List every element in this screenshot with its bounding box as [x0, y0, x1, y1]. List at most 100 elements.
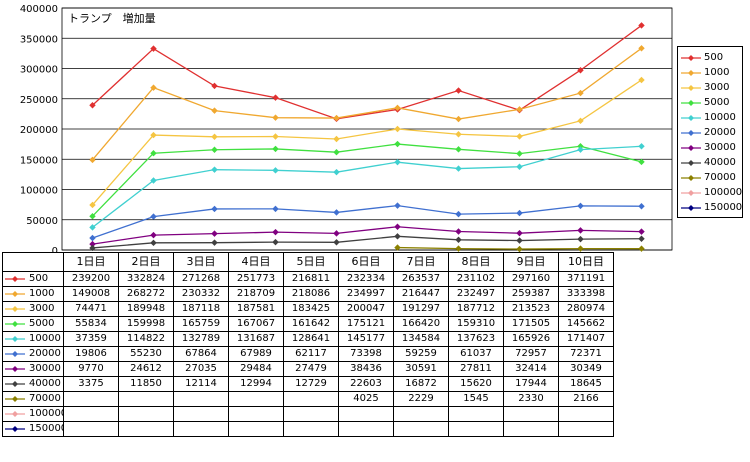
table-row-key: 3000 [2, 301, 64, 317]
data-point-70000-6 [394, 244, 401, 251]
data-point-500-10 [638, 22, 645, 29]
data-label: 2229 [393, 391, 449, 407]
table-row: 150000 [2, 421, 614, 437]
data-label: 67989 [228, 346, 284, 362]
legend-marker-icon [5, 336, 25, 342]
data-label: 2330 [503, 391, 559, 407]
series-line-30000 [92, 226, 642, 245]
data-label: 216447 [393, 286, 449, 302]
x-tick-label: 3日目 [173, 252, 229, 272]
data-label [503, 406, 559, 422]
chart-title: トランプ 増加量 [68, 12, 156, 25]
x-tick-label: 6日目 [338, 252, 394, 272]
data-label: 30349 [558, 361, 614, 377]
data-point-10000-6 [394, 158, 401, 166]
data-point-10000-7 [455, 165, 462, 172]
data-point-40000-9 [577, 235, 584, 243]
data-point-70000-9 [577, 245, 584, 252]
series-70000 [394, 244, 645, 252]
legend-label: 40000 [704, 157, 736, 168]
legend-item-3000: 3000 [680, 81, 742, 95]
data-label: 24612 [118, 361, 174, 377]
data-label: 27811 [448, 361, 504, 377]
data-point-5000-1 [89, 212, 96, 220]
series-3000 [89, 76, 645, 209]
legend-marker-icon [5, 396, 25, 402]
legend-marker-icon [681, 175, 701, 181]
legend-marker-icon [681, 130, 701, 136]
table-corner [2, 252, 64, 272]
series-40000 [89, 233, 645, 252]
data-label [448, 421, 504, 437]
x-tick-label: 2日目 [118, 252, 174, 272]
legend-marker-icon [5, 426, 25, 432]
table-row-label: 1000 [29, 288, 55, 299]
table-row-key: 5000 [2, 316, 64, 332]
legend-label: 5000 [704, 97, 730, 108]
y-tick-label: 300000 [20, 65, 58, 76]
data-label: 239200 [63, 271, 119, 287]
legend-marker-icon [681, 55, 701, 61]
data-label: 72957 [503, 346, 559, 362]
legend-marker-icon [681, 205, 701, 211]
table-row-key: 40000 [2, 376, 64, 392]
y-tick-label: 150000 [20, 155, 58, 166]
data-label: 189948 [118, 301, 174, 317]
data-label: 134584 [393, 331, 449, 347]
data-label: 213523 [503, 301, 559, 317]
data-label: 18645 [558, 376, 614, 392]
series-line-5000 [92, 143, 642, 217]
data-label: 332824 [118, 271, 174, 287]
data-label [448, 406, 504, 422]
data-label: 73398 [338, 346, 394, 362]
series-line-500 [92, 24, 642, 120]
data-label: 191297 [393, 301, 449, 317]
data-label: 268272 [118, 286, 174, 302]
legend-marker-icon [5, 321, 25, 327]
legend-marker-icon [681, 145, 701, 151]
table-row-key: 30000 [2, 361, 64, 377]
table-row: 20000 19806 55230 67864 67989 62117 73398 59259… [2, 346, 614, 362]
y-tick-label: 200000 [20, 125, 58, 136]
data-label [393, 421, 449, 437]
data-label: 165926 [503, 331, 559, 347]
data-point-3000-3 [211, 133, 218, 141]
data-label: 159310 [448, 316, 504, 332]
data-label: 114822 [118, 331, 174, 347]
table-row-key: 70000 [2, 391, 64, 407]
data-label: 166420 [393, 316, 449, 332]
data-label: 333398 [558, 286, 614, 302]
data-label: 230332 [173, 286, 229, 302]
data-label: 161642 [283, 316, 339, 332]
data-point-5000-2 [150, 149, 157, 157]
data-label: 2166 [558, 391, 614, 407]
data-label: 29484 [228, 361, 284, 377]
legend-marker-icon [5, 291, 25, 297]
table-row-label: 500 [29, 273, 49, 284]
legend-label: 70000 [704, 172, 736, 183]
data-label: 371191 [558, 271, 614, 287]
data-point-20000-7 [455, 210, 462, 218]
data-point-500-4 [272, 94, 279, 101]
data-label: 232334 [338, 271, 394, 287]
data-label: 67864 [173, 346, 229, 362]
data-label: 74471 [63, 301, 119, 317]
legend-label: 3000 [704, 82, 730, 93]
series-line-10000 [92, 145, 642, 228]
data-label [118, 391, 174, 407]
data-label: 9770 [63, 361, 119, 377]
data-label: 30591 [393, 361, 449, 377]
chart-legend: 500 1000 3000 5000 10000 20000 30000 [677, 46, 743, 218]
series-10000 [89, 143, 645, 231]
data-label [338, 406, 394, 422]
table-row-key: 20000 [2, 346, 64, 362]
x-tick-label: 5日目 [283, 252, 339, 272]
data-point-10000-1 [89, 224, 96, 231]
data-label: 216811 [283, 271, 339, 287]
data-label: 200047 [338, 301, 394, 317]
data-point-1000-10 [638, 45, 645, 52]
data-label: 17944 [503, 376, 559, 392]
table-row-key: 10000 [2, 331, 64, 347]
data-label: 19806 [63, 346, 119, 362]
data-point-3000-6 [394, 125, 401, 133]
